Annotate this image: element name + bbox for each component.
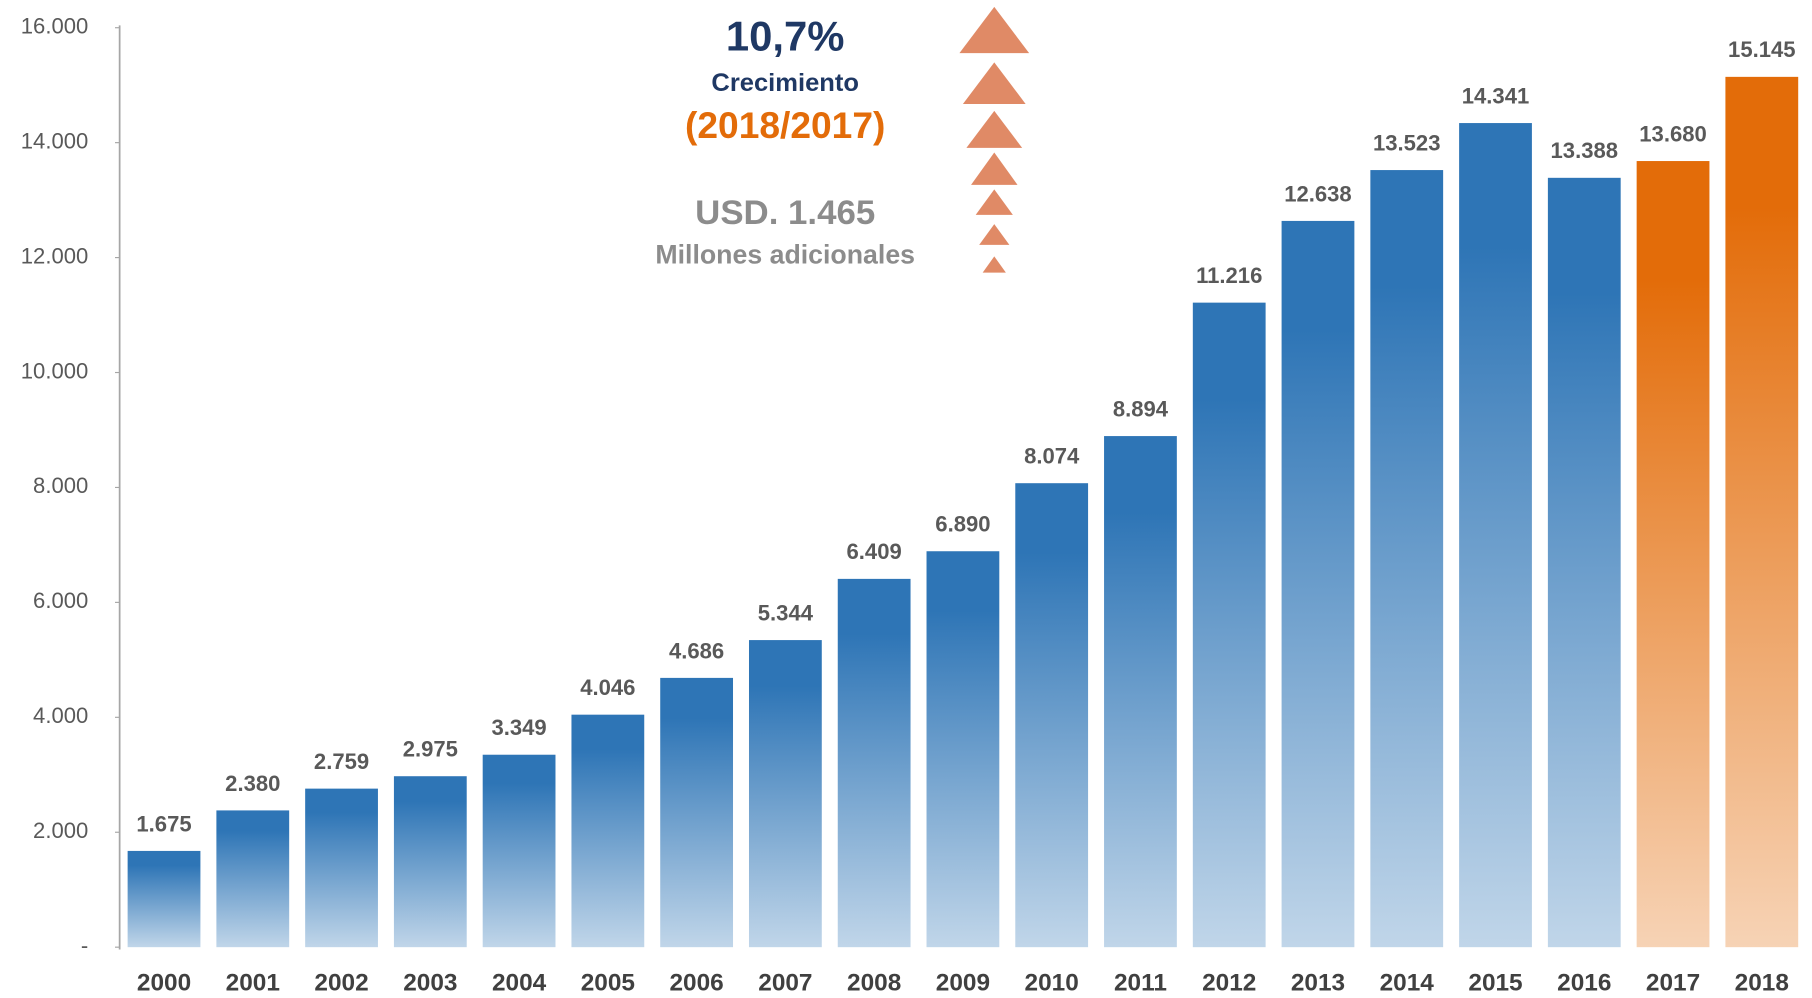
value-label: 4.686 <box>669 638 724 663</box>
growth-label: Crecimiento <box>711 69 859 97</box>
bar <box>1104 436 1177 947</box>
x-tick-label: 2001 <box>226 970 280 997</box>
y-tick-label: 2.000 <box>33 818 88 843</box>
x-tick-label: 2003 <box>403 970 457 997</box>
value-label: 8.074 <box>1024 444 1080 469</box>
bar <box>571 715 644 948</box>
arrow <box>963 62 1026 104</box>
bar <box>927 551 1000 947</box>
amount: USD. 1.465 <box>695 194 875 232</box>
amount-label: Millones adicionales <box>655 240 915 270</box>
arrow <box>983 256 1006 272</box>
chart: 10,7% Crecimiento (2018/2017) USD. 1.465… <box>0 0 1812 998</box>
value-label: 8.894 <box>1113 397 1169 422</box>
x-tick-label: 2000 <box>137 970 191 997</box>
x-tick-label: 2006 <box>669 970 723 997</box>
value-label: 1.675 <box>136 811 191 836</box>
arrow <box>976 189 1013 214</box>
x-tick-label: 2007 <box>758 970 812 997</box>
bar <box>1370 170 1443 947</box>
x-tick-label: 2005 <box>581 970 635 997</box>
bar <box>1459 123 1532 947</box>
value-label: 11.216 <box>1196 263 1262 288</box>
arrow <box>979 224 1009 245</box>
arrow <box>959 7 1029 53</box>
x-tick-label: 2017 <box>1646 970 1700 997</box>
value-label: 14.341 <box>1462 83 1529 108</box>
x-tick-label: 2015 <box>1468 970 1522 997</box>
bar <box>1725 77 1798 947</box>
y-tick-label: 6.000 <box>33 588 88 613</box>
bar <box>128 851 201 947</box>
value-label: 6.890 <box>935 512 990 537</box>
y-tick-label: 8.000 <box>33 473 88 498</box>
x-tick-label: 2004 <box>492 970 547 997</box>
value-label: 15.145 <box>1728 37 1795 62</box>
bar <box>305 789 378 948</box>
y-tick-label: 4.000 <box>33 703 88 728</box>
value-label: 2.380 <box>225 771 280 796</box>
growth-arrows <box>959 7 1029 273</box>
y-tick-label: 14.000 <box>21 129 88 154</box>
bar <box>216 810 289 947</box>
growth: 10,7% <box>726 12 845 59</box>
x-tick-label: 2016 <box>1557 970 1611 997</box>
value-label: 2.759 <box>314 749 369 774</box>
x-tick-label: 2008 <box>847 970 901 997</box>
x-tick-label: 2014 <box>1380 970 1435 997</box>
value-label: 13.523 <box>1373 131 1440 156</box>
value-label: 12.638 <box>1284 181 1351 206</box>
value-label: 4.046 <box>580 675 635 700</box>
bar <box>838 579 911 947</box>
x-tick-label: 2018 <box>1735 970 1789 997</box>
x-tick-label: 2002 <box>314 970 368 997</box>
x-tick-label: 2011 <box>1114 970 1167 997</box>
bar <box>483 755 556 947</box>
value-label: 6.409 <box>847 539 902 564</box>
arrow <box>971 152 1017 184</box>
bar <box>394 776 467 947</box>
bar <box>1548 178 1621 947</box>
page: {"chart_data": {"type": "bar", "annotati… <box>0 0 1812 998</box>
arrow <box>966 111 1022 148</box>
bar <box>1282 221 1355 947</box>
bar <box>1193 303 1266 948</box>
bar <box>660 678 733 947</box>
y-tick-label: 12.000 <box>21 243 88 268</box>
y-tick-label: - <box>81 933 88 958</box>
value-label: 13.680 <box>1639 121 1706 146</box>
bar <box>1015 483 1088 947</box>
value-label: 13.388 <box>1551 138 1618 163</box>
bar <box>749 640 822 947</box>
y-tick-label: 10.000 <box>21 358 88 383</box>
period: (2018/2017) <box>685 104 885 146</box>
y-tick-label: 16.000 <box>21 14 88 39</box>
x-tick-label: 2012 <box>1202 970 1256 997</box>
value-label: 2.975 <box>403 737 458 762</box>
value-label: 3.349 <box>491 715 546 740</box>
x-tick-label: 2010 <box>1025 970 1079 997</box>
bar <box>1637 161 1710 947</box>
value-label: 5.344 <box>758 601 814 626</box>
x-tick-label: 2009 <box>936 970 990 997</box>
x-tick-label: 2013 <box>1291 970 1345 997</box>
